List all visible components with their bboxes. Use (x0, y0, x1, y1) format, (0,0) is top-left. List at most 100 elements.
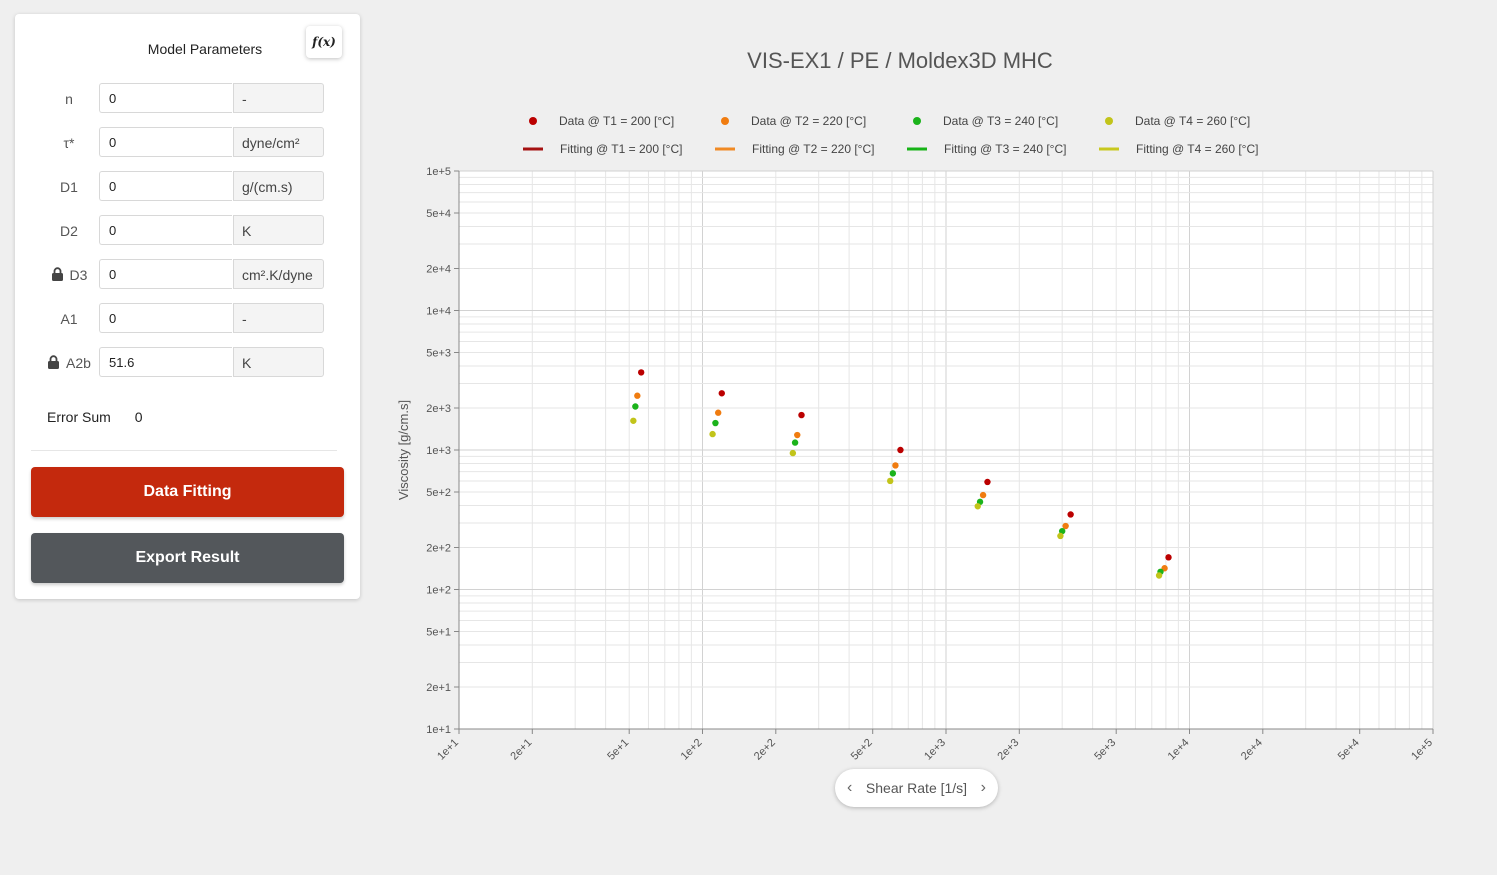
x-tick-label: 1e+5 (1409, 737, 1435, 763)
data-point (887, 477, 894, 485)
legend-label[interactable]: Data @ T2 = 220 [°C] (751, 114, 866, 128)
y-tick-label: 5e+4 (426, 208, 451, 220)
x-tick-label: 2e+2 (752, 737, 778, 763)
param-label: D1 (35, 171, 103, 203)
x-tick-label: 1e+2 (679, 737, 705, 763)
y-tick-label: 5e+1 (426, 626, 451, 638)
param-value-input[interactable]: 0 (99, 127, 232, 157)
param-label-text: A2b (66, 355, 91, 371)
data-point (979, 491, 987, 499)
param-label-text: D1 (60, 179, 78, 195)
error-sum-value: 0 (134, 409, 143, 425)
param-unit: K (233, 215, 324, 245)
legend-dot-marker (721, 117, 729, 125)
y-tick-label: 2e+3 (426, 403, 451, 415)
export-result-button[interactable]: Export Result (31, 533, 344, 583)
chevron-left-icon[interactable]: ‹ (847, 779, 853, 796)
param-label-text: A1 (60, 311, 78, 327)
data-point (1058, 527, 1066, 535)
data-point (630, 417, 637, 424)
y-axis-title: Viscosity [g/cm.s] (396, 400, 411, 500)
legend-dot-marker (529, 117, 537, 125)
param-value-input[interactable]: 0 (99, 83, 232, 113)
y-tick-label: 5e+2 (426, 487, 451, 499)
param-row-: τ* 0 dyne/cm² (15, 127, 360, 159)
x-tick-label: 2e+1 (508, 737, 534, 763)
data-point (637, 369, 645, 376)
divider (31, 450, 337, 451)
param-unit: dyne/cm² (233, 127, 324, 157)
legend-dot-marker (913, 117, 921, 125)
param-row-a2b: A2b 51.6 K (15, 347, 360, 379)
data-point (1155, 572, 1163, 579)
model-parameters-panel: Model Parameters f(x) n 0- τ* 0 dyne/cm² D1 0 g… (15, 14, 360, 599)
y-tick-label: 1e+4 (426, 306, 451, 318)
x-tick-label: 1e+3 (922, 737, 948, 763)
data-point (984, 478, 991, 486)
lock-icon[interactable] (47, 354, 60, 372)
y-tick-label: 5e+3 (426, 347, 451, 359)
param-row-d3: D3 0 cm².K/dyne (15, 259, 360, 291)
data-point (798, 411, 805, 419)
param-label: A2b (35, 347, 103, 379)
y-tick-label: 1e+1 (426, 724, 451, 736)
param-row-n: n 0- (15, 83, 360, 115)
param-value-input[interactable]: 0 (99, 303, 232, 333)
error-sum-label: Error Sum (47, 409, 111, 425)
param-unit: - (233, 303, 324, 333)
param-unit: g/(cm.s) (233, 171, 324, 201)
legend-label[interactable]: Data @ T1 = 200 [°C] (559, 114, 674, 128)
param-label-text: τ* (63, 135, 75, 151)
legend-label[interactable]: Fitting @ T1 = 200 [°C] (560, 142, 682, 156)
param-label-text: n (65, 91, 73, 107)
legend-label[interactable]: Fitting @ T3 = 240 [°C] (944, 142, 1066, 156)
data-point (892, 462, 899, 469)
y-tick-label: 2e+1 (426, 682, 451, 694)
legend-label[interactable]: Fitting @ T4 = 260 [°C] (1136, 142, 1258, 156)
data-point (791, 439, 799, 446)
param-row-d2: D2 0 K (15, 215, 360, 247)
param-value-input[interactable]: 0 (99, 215, 232, 245)
x-axis-title: Shear Rate [1/s] (865, 780, 968, 796)
param-label: D2 (35, 215, 103, 247)
param-label: D3 (35, 259, 103, 291)
data-point (712, 419, 719, 427)
legend-label[interactable]: Data @ T4 = 260 [°C] (1135, 114, 1250, 128)
chevron-right-icon[interactable]: › (980, 779, 986, 796)
param-label-text: D2 (60, 223, 78, 239)
legend-dot-marker (1105, 117, 1113, 125)
x-tick-label: 1e+1 (435, 737, 461, 763)
x-tick-label: 2e+4 (1239, 737, 1265, 763)
legend-label[interactable]: Fitting @ T2 = 220 [°C] (752, 142, 874, 156)
param-label: τ* (35, 127, 103, 159)
x-axis-selector[interactable]: ‹ Shear Rate [1/s] › (835, 769, 998, 807)
data-point (634, 392, 641, 399)
y-tick-label: 2e+2 (426, 543, 451, 555)
lock-icon[interactable] (51, 266, 64, 284)
x-tick-label: 5e+2 (849, 737, 875, 763)
param-value-input[interactable]: 0 (99, 259, 232, 289)
data-point (718, 390, 725, 397)
param-value-input[interactable]: 51.6 (99, 347, 232, 377)
param-row-d1: D1 0 g/(cm.s) (15, 171, 360, 203)
data-point (714, 409, 722, 416)
data-point (897, 446, 904, 454)
data-point (1165, 554, 1172, 561)
data-point (889, 470, 897, 477)
data-point (974, 503, 981, 510)
data-fitting-button[interactable]: Data Fitting (31, 467, 344, 517)
x-tick-label: 2e+3 (995, 737, 1021, 763)
y-tick-label: 1e+3 (426, 445, 451, 457)
legend-label[interactable]: Data @ T3 = 240 [°C] (943, 114, 1058, 128)
param-value-input[interactable]: 0 (99, 171, 232, 201)
y-tick-label: 1e+2 (426, 585, 451, 597)
param-unit: - (233, 83, 324, 113)
error-sum: Error Sum 0 (47, 409, 142, 425)
chart-title: VIS-EX1 / PE / Moldex3D MHC (747, 48, 1053, 73)
param-label: A1 (35, 303, 103, 335)
x-tick-label: 5e+3 (1092, 737, 1118, 763)
y-tick-label: 1e+5 (426, 166, 451, 178)
y-tick-label: 2e+4 (426, 264, 451, 276)
formula-button[interactable]: f(x) (306, 26, 342, 58)
data-point (1062, 522, 1069, 530)
